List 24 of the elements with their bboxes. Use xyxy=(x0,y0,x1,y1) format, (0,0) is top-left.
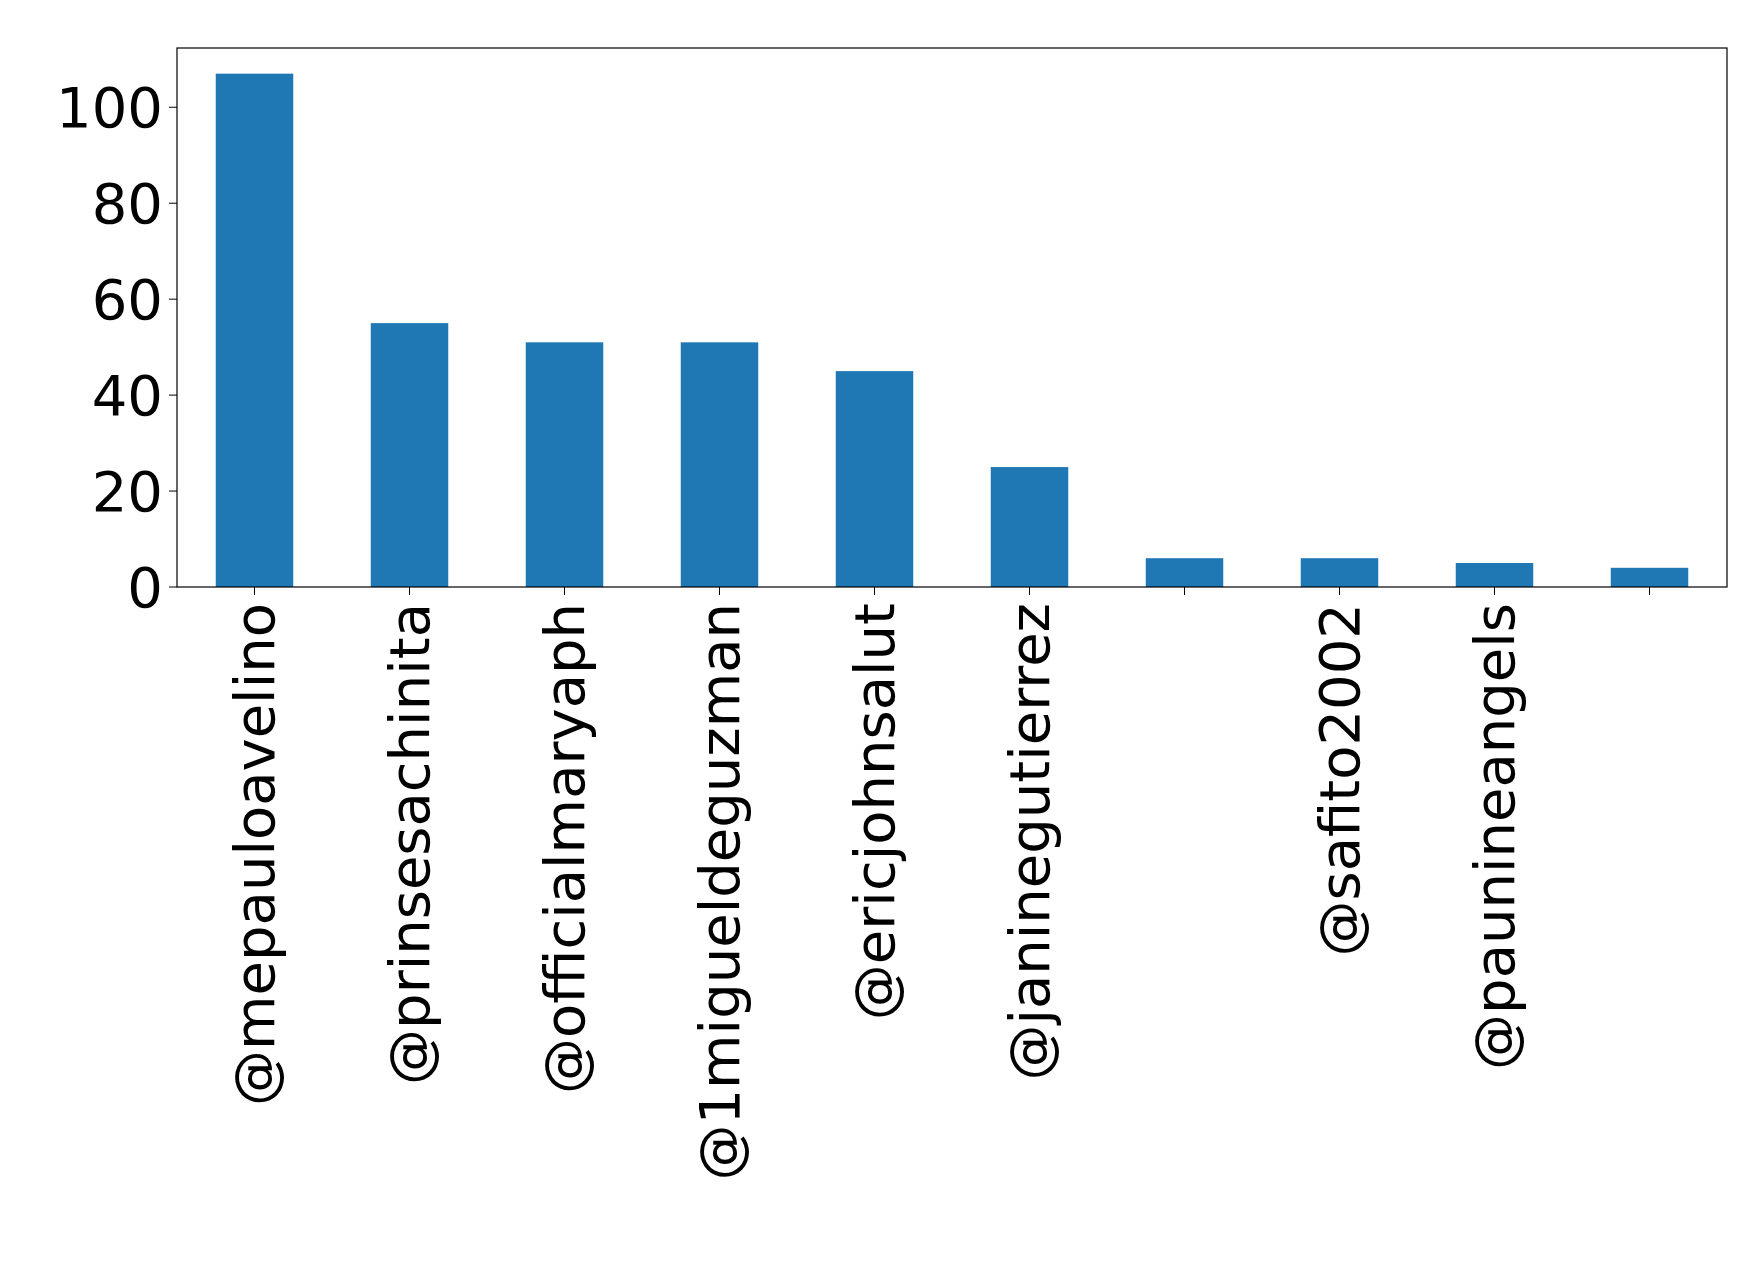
x-tick-label: @ericjohnsalut xyxy=(842,603,908,1021)
bar xyxy=(1145,558,1224,587)
y-tick-label: 20 xyxy=(91,458,163,524)
bar xyxy=(215,73,294,587)
x-tick-label: @janinegutierrez xyxy=(997,603,1063,1081)
y-tick-label: 40 xyxy=(91,362,163,428)
x-tick-label: @safito2002 xyxy=(1307,603,1373,957)
x-tick-label: @paunineangels xyxy=(1462,603,1528,1070)
bar xyxy=(990,467,1069,587)
bar xyxy=(1610,567,1689,587)
y-tick-label: 60 xyxy=(91,266,163,332)
bar xyxy=(835,371,914,587)
x-tick-label: @officialmaryaph xyxy=(532,603,598,1095)
y-tick-label: 80 xyxy=(91,170,163,236)
y-tick-label: 100 xyxy=(56,74,163,140)
x-tick-label: @mepauloavelino xyxy=(222,603,288,1106)
bar xyxy=(1455,563,1534,587)
bar xyxy=(370,323,449,587)
bar xyxy=(680,342,759,587)
x-tick-label: @prinsesachinita xyxy=(377,603,443,1085)
bar xyxy=(525,342,604,587)
y-tick-label: 0 xyxy=(127,554,163,620)
x-tick-label: @1migueldeguzman xyxy=(687,603,753,1181)
bar xyxy=(1300,558,1379,587)
